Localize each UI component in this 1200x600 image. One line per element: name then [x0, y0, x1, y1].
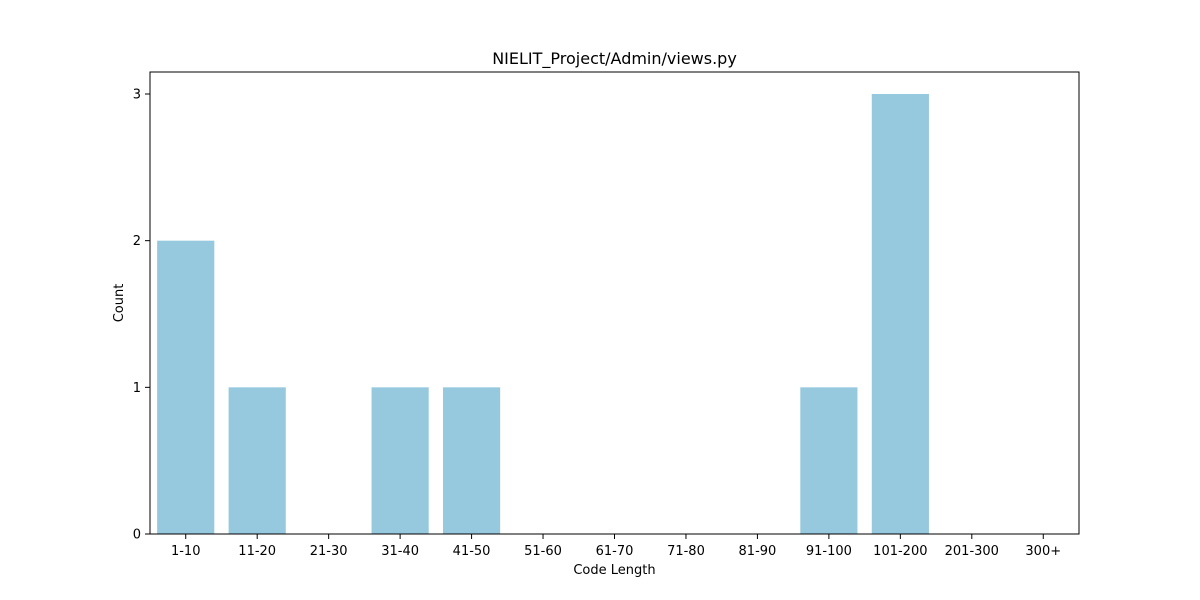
x-tick-label: 41-50 [453, 544, 491, 559]
bar-31-40 [371, 387, 429, 534]
x-tick-label: 61-70 [596, 544, 634, 559]
x-tick-label: 71-80 [667, 544, 705, 559]
bar-11-20 [228, 387, 286, 534]
y-axis-ticks: 0 1 2 3 [133, 88, 150, 543]
y-tick-label: 2 [133, 234, 141, 249]
x-tick-label: 21-30 [310, 544, 348, 559]
plot-frame [149, 71, 1080, 535]
x-tick-label: 101-200 [873, 544, 927, 559]
x-tick-label: 300+ [1025, 544, 1061, 559]
x-tick-label: 31-40 [381, 544, 419, 559]
x-axis-ticks: 1-10 11-20 21-30 31-40 41-50 51-60 61-70 71-80 8… [171, 534, 1061, 559]
x-axis-label: Code Length [573, 563, 655, 578]
chart-title: NIELIT_Project/Admin/views.py [492, 49, 737, 69]
x-tick-label: 1-10 [171, 544, 201, 559]
bar-101-200 [871, 94, 929, 534]
bar-1-10 [157, 240, 215, 534]
bars [157, 94, 929, 534]
bar-41-50 [442, 387, 501, 534]
y-tick-label: 1 [133, 381, 141, 396]
x-tick-label: 81-90 [739, 544, 777, 559]
x-tick-label: 91-100 [806, 544, 852, 559]
x-tick-label: 11-20 [238, 544, 276, 559]
y-tick-label: 0 [133, 528, 141, 543]
y-axis-label: Count [112, 284, 127, 323]
x-tick-label: 51-60 [524, 544, 562, 559]
y-tick-label: 3 [133, 88, 141, 103]
bar-91-100 [800, 387, 858, 534]
x-tick-label: 201-300 [945, 544, 999, 559]
